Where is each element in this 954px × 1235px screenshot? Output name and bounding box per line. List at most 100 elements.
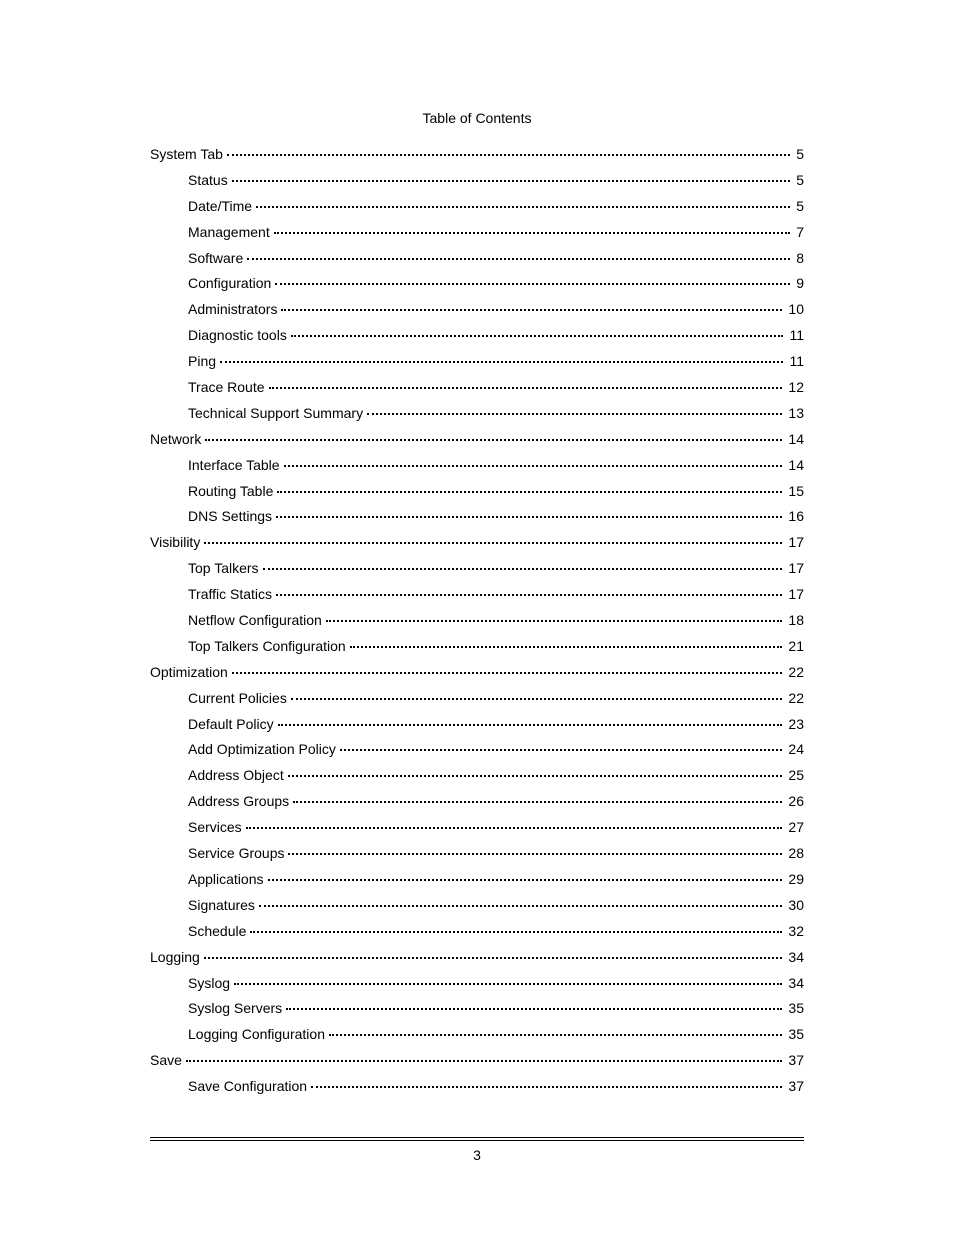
- toc-entry[interactable]: Configuration9: [150, 271, 804, 297]
- toc-entry-page: 11: [787, 349, 804, 375]
- toc-entry[interactable]: Visibility17: [150, 530, 804, 556]
- toc-entry[interactable]: Status5: [150, 168, 804, 194]
- toc-entry[interactable]: Service Groups 28: [150, 841, 804, 867]
- toc-entry-page: 16: [786, 504, 804, 530]
- toc-entry-page: 17: [786, 556, 804, 582]
- toc-entry[interactable]: Netflow Configuration 18: [150, 608, 804, 634]
- toc-entry-label: Administrators: [188, 297, 277, 323]
- toc-entry[interactable]: Routing Table 15: [150, 479, 804, 505]
- toc-entry-label: Logging Configuration: [188, 1022, 325, 1048]
- page-footer: 3: [150, 1137, 804, 1163]
- toc-entry-label: Optimization: [150, 660, 228, 686]
- toc-entry-label: Netflow Configuration: [188, 608, 322, 634]
- toc-entry-page: 35: [786, 996, 804, 1022]
- toc-entry[interactable]: Logging34: [150, 945, 804, 971]
- toc-entry-page: 12: [786, 375, 804, 401]
- toc-entry-label: Logging: [150, 945, 200, 971]
- toc-entry[interactable]: Diagnostic tools11: [150, 323, 804, 349]
- toc-dot-leader: [204, 957, 783, 959]
- toc-dot-leader: [281, 309, 782, 311]
- toc-dot-leader: [232, 180, 791, 182]
- toc-entry[interactable]: Software8: [150, 246, 804, 272]
- toc-dot-leader: [205, 439, 782, 441]
- toc-entry[interactable]: Administrators10: [150, 297, 804, 323]
- footer-rule-top: [150, 1137, 804, 1138]
- toc-entry-page: 25: [786, 763, 804, 789]
- toc-entry[interactable]: Signatures30: [150, 893, 804, 919]
- toc-entry[interactable]: Traffic Statics17: [150, 582, 804, 608]
- toc-entry[interactable]: Add Optimization Policy24: [150, 737, 804, 763]
- toc-entry-page: 18: [786, 608, 804, 634]
- toc-entry[interactable]: Top Talkers Configuration21: [150, 634, 804, 660]
- toc-entry[interactable]: Syslog34: [150, 971, 804, 997]
- toc-entry[interactable]: Interface Table 14: [150, 453, 804, 479]
- toc-entry[interactable]: Network14: [150, 427, 804, 453]
- toc-dot-leader: [263, 568, 783, 570]
- toc-dot-leader: [275, 283, 790, 285]
- toc-entry[interactable]: Default Policy23: [150, 712, 804, 738]
- toc-entry[interactable]: Optimization22: [150, 660, 804, 686]
- toc-entry-page: 17: [786, 582, 804, 608]
- toc-dot-leader: [293, 801, 782, 803]
- toc-entry-label: System Tab: [150, 142, 223, 168]
- toc-entry-label: Service Groups: [188, 841, 284, 867]
- toc-dot-leader: [288, 775, 783, 777]
- toc-entry[interactable]: Save Configuration37: [150, 1074, 804, 1100]
- toc-dot-leader: [232, 672, 783, 674]
- toc-dot-leader: [250, 931, 782, 933]
- toc-entry-label: Save: [150, 1048, 182, 1074]
- toc-dot-leader: [311, 1086, 782, 1088]
- toc-entry-page: 28: [786, 841, 804, 867]
- toc-entry-label: Software: [188, 246, 243, 272]
- toc-entry-page: 15: [786, 479, 804, 505]
- toc-entry-label: Trace Route: [188, 375, 265, 401]
- toc-entry-page: 32: [786, 919, 804, 945]
- toc-entry-label: Address Object: [188, 763, 284, 789]
- toc-entry-page: 24: [786, 737, 804, 763]
- toc-entry[interactable]: Technical Support Summary13: [150, 401, 804, 427]
- toc-entry[interactable]: Ping11: [150, 349, 804, 375]
- toc-entry-page: 35: [786, 1022, 804, 1048]
- toc-entry-page: 26: [786, 789, 804, 815]
- toc-entry[interactable]: Schedule32: [150, 919, 804, 945]
- toc-list: System Tab5Status5Date/Time5Management7S…: [150, 142, 804, 1100]
- toc-entry[interactable]: Applications29: [150, 867, 804, 893]
- toc-entry[interactable]: Address Object 25: [150, 763, 804, 789]
- toc-entry-label: Address Groups: [188, 789, 289, 815]
- toc-entry-label: Interface Table: [188, 453, 280, 479]
- toc-dot-leader: [284, 465, 783, 467]
- toc-dot-leader: [204, 542, 782, 544]
- toc-entry[interactable]: Services27: [150, 815, 804, 841]
- toc-entry[interactable]: Top Talkers17: [150, 556, 804, 582]
- toc-entry-page: 17: [786, 530, 804, 556]
- toc-entry-label: Syslog: [188, 971, 230, 997]
- toc-entry-label: Current Policies: [188, 686, 287, 712]
- toc-dot-leader: [247, 258, 790, 260]
- toc-entry[interactable]: DNS Settings16: [150, 504, 804, 530]
- toc-dot-leader: [340, 749, 783, 751]
- toc-entry[interactable]: Date/Time5: [150, 194, 804, 220]
- toc-entry[interactable]: Logging Configuration 35: [150, 1022, 804, 1048]
- toc-entry-page: 29: [786, 867, 804, 893]
- toc-entry[interactable]: Management 7: [150, 220, 804, 246]
- toc-entry-label: Top Talkers Configuration: [188, 634, 346, 660]
- toc-entry-page: 37: [786, 1048, 804, 1074]
- toc-dot-leader: [186, 1060, 783, 1062]
- toc-entry[interactable]: Current Policies22: [150, 686, 804, 712]
- toc-entry[interactable]: Address Groups 26: [150, 789, 804, 815]
- toc-entry-label: Diagnostic tools: [188, 323, 287, 349]
- toc-entry-page: 7: [794, 220, 804, 246]
- toc-entry[interactable]: Trace Route 12: [150, 375, 804, 401]
- toc-entry[interactable]: Save 37: [150, 1048, 804, 1074]
- toc-dot-leader: [246, 827, 783, 829]
- toc-entry-page: 27: [786, 815, 804, 841]
- toc-entry-page: 23: [786, 712, 804, 738]
- toc-entry-page: 5: [794, 142, 804, 168]
- toc-entry[interactable]: System Tab 5: [150, 142, 804, 168]
- toc-entry-label: Routing Table: [188, 479, 273, 505]
- toc-dot-leader: [329, 1034, 782, 1036]
- toc-dot-leader: [269, 387, 783, 389]
- toc-entry[interactable]: Syslog Servers35: [150, 996, 804, 1022]
- toc-entry-page: 14: [786, 453, 804, 479]
- toc-entry-label: Management: [188, 220, 270, 246]
